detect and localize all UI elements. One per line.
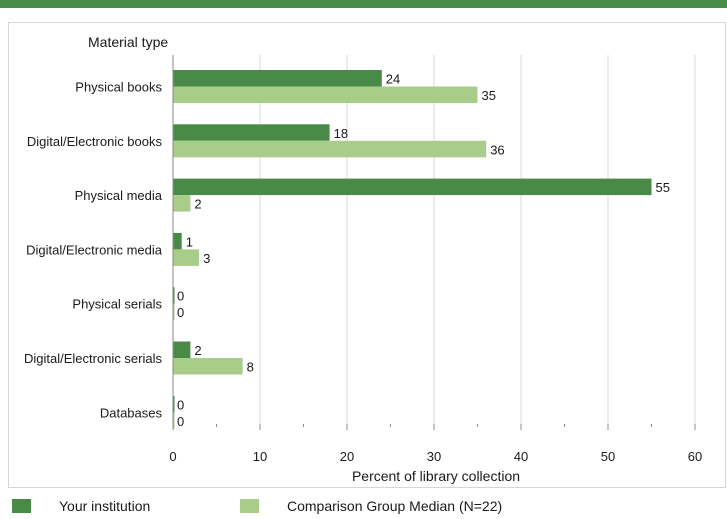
category-label: Physical media	[75, 188, 163, 203]
legend-item-comparison-median: Comparison Group Median (N=22)	[240, 498, 502, 514]
chart-frame	[8, 22, 726, 488]
x-tick-label: 40	[514, 449, 528, 464]
data-label: 1	[186, 234, 193, 249]
data-label: 0	[177, 305, 184, 320]
bar	[173, 412, 175, 429]
x-tick-label: 10	[253, 449, 267, 464]
x-tick-label: 30	[427, 449, 441, 464]
category-labels: Physical books Digital/Electronic books Ph…	[24, 80, 163, 421]
data-label: 0	[177, 397, 184, 412]
data-label: 0	[177, 289, 184, 304]
data-label: 18	[334, 126, 348, 141]
data-label: 35	[482, 88, 496, 103]
legend-swatch	[240, 499, 259, 513]
bar	[173, 303, 175, 321]
legend-label: Comparison Group Median (N=22)	[287, 498, 503, 514]
data-label: 2	[194, 343, 201, 358]
bar	[173, 287, 175, 304]
data-label: 24	[386, 72, 400, 87]
bar	[173, 140, 487, 158]
x-tick-label: 20	[340, 449, 354, 464]
bar	[173, 124, 330, 141]
category-label: Digital/Electronic media	[26, 242, 163, 257]
bar	[173, 249, 200, 266]
bar	[173, 86, 478, 103]
x-tick-label: 60	[688, 449, 702, 464]
category-label: Digital/Electronic serials	[24, 351, 162, 366]
bar	[173, 358, 243, 375]
bar	[173, 178, 652, 196]
category-axis-title: Material type	[88, 34, 168, 50]
data-label: 55	[656, 180, 670, 195]
bar	[173, 395, 175, 413]
bar	[173, 232, 182, 250]
data-label: 3	[203, 251, 210, 266]
x-tick-labels: 0 10 20 30 40 50 60	[169, 424, 702, 464]
legend-item-your-institution: Your institution	[12, 498, 150, 514]
x-axis-title: Percent of library collection	[352, 468, 520, 484]
data-label: 2	[194, 197, 201, 212]
top-accent-bar	[0, 0, 727, 8]
category-label: Physical books	[75, 80, 162, 95]
legend-swatch	[12, 499, 31, 513]
bar	[173, 70, 382, 87]
category-label: Digital/Electronic books	[27, 134, 163, 149]
bar	[173, 341, 191, 358]
category-label: Physical serials	[72, 297, 162, 312]
category-label: Databases	[100, 405, 163, 420]
x-tick-label: 50	[601, 449, 615, 464]
legend: Your institution Comparison Group Median…	[0, 494, 727, 519]
bar	[173, 195, 191, 212]
x-tick-label: 0	[169, 449, 176, 464]
data-label: 8	[247, 360, 254, 375]
data-label: 36	[490, 142, 504, 157]
gridlines	[259, 55, 696, 424]
data-label: 0	[177, 414, 184, 429]
legend-label: Your institution	[59, 498, 151, 514]
